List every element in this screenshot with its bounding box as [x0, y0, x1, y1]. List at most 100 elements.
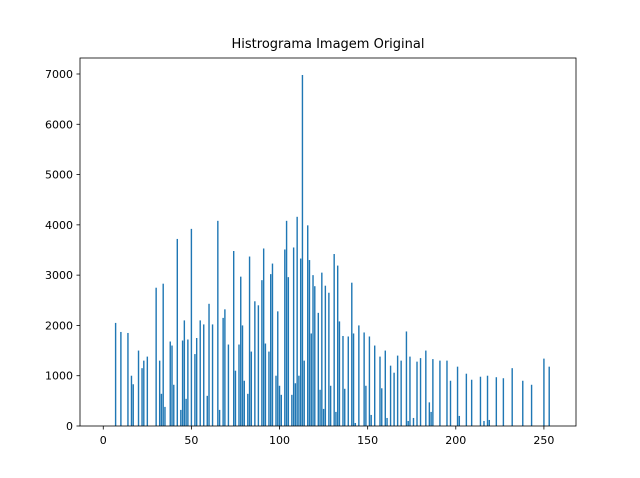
bar: [384, 350, 386, 426]
bar: [522, 380, 524, 426]
y-tick-label: 5000: [45, 169, 73, 182]
bar: [132, 384, 134, 426]
bar: [351, 282, 353, 426]
bar: [137, 350, 140, 426]
bar: [393, 372, 395, 426]
bar: [224, 309, 226, 426]
bar: [412, 417, 415, 426]
bar: [203, 324, 205, 426]
bar: [247, 393, 249, 426]
bar: [308, 260, 311, 426]
bar: [381, 388, 383, 426]
bar: [143, 360, 145, 426]
bar: [432, 359, 434, 426]
bar: [386, 417, 388, 426]
bar: [358, 325, 360, 426]
bar: [370, 414, 372, 426]
bar: [319, 389, 321, 426]
bar: [141, 368, 143, 426]
bar: [400, 360, 402, 426]
bar: [292, 247, 295, 426]
bar: [208, 303, 210, 426]
bar: [287, 277, 290, 426]
bar: [363, 332, 365, 426]
bar: [342, 335, 344, 426]
bar: [243, 380, 245, 426]
bar: [365, 385, 367, 426]
bar: [284, 249, 286, 426]
bar: [416, 361, 418, 426]
bar: [257, 305, 260, 426]
bar: [280, 394, 282, 426]
bar: [322, 408, 325, 426]
bar: [187, 339, 189, 426]
bar: [114, 322, 117, 426]
bar: [456, 366, 459, 426]
y-tick-label: 2000: [45, 319, 73, 332]
bar: [162, 283, 164, 426]
bar: [502, 378, 505, 426]
bar: [264, 343, 267, 426]
bar: [379, 356, 381, 426]
y-tick-label: 7000: [45, 68, 73, 81]
bar: [396, 355, 399, 426]
bar: [291, 394, 293, 426]
bar: [329, 385, 332, 426]
x-tick-label: 100: [269, 434, 290, 447]
bar: [405, 331, 408, 426]
bar: [333, 254, 335, 426]
bar: [190, 228, 193, 426]
bar: [470, 379, 473, 426]
bar: [312, 275, 314, 426]
bar: [321, 272, 323, 426]
bar: [488, 419, 490, 426]
bar: [181, 340, 184, 426]
bar: [294, 383, 297, 426]
bar: [428, 402, 431, 426]
bar: [301, 74, 304, 426]
bar: [419, 358, 422, 426]
bar: [222, 317, 224, 426]
bar: [120, 331, 122, 426]
bar: [336, 265, 339, 426]
bar: [407, 420, 409, 426]
bar: [158, 360, 161, 426]
bar: [164, 406, 166, 426]
bar: [354, 422, 357, 426]
bar: [389, 365, 392, 426]
bar: [328, 292, 330, 426]
bar: [171, 345, 173, 426]
bar: [303, 360, 305, 426]
bar: [307, 225, 309, 426]
bar: [180, 409, 182, 426]
bar: [241, 325, 244, 426]
bar: [254, 301, 256, 426]
bar: [446, 360, 448, 426]
bar: [248, 256, 251, 426]
bar: [238, 344, 240, 426]
bar: [262, 248, 265, 426]
bar: [127, 332, 129, 426]
y-tick-label: 4000: [45, 219, 73, 232]
bar: [173, 384, 175, 426]
bar: [155, 287, 157, 426]
bar: [296, 216, 298, 426]
bar: [352, 333, 355, 426]
bar: [530, 384, 533, 426]
bar: [160, 393, 163, 426]
bar: [268, 351, 270, 426]
axes-frame: [79, 57, 577, 427]
bar: [217, 220, 219, 426]
bar: [240, 276, 242, 426]
bar: [310, 333, 312, 426]
x-tick-label: 200: [445, 434, 466, 447]
bar: [227, 344, 230, 426]
bar: [458, 415, 461, 426]
bar: [194, 354, 196, 426]
bar: [425, 350, 427, 426]
bar: [232, 251, 235, 426]
bar: [374, 345, 376, 426]
bar: [324, 285, 327, 426]
